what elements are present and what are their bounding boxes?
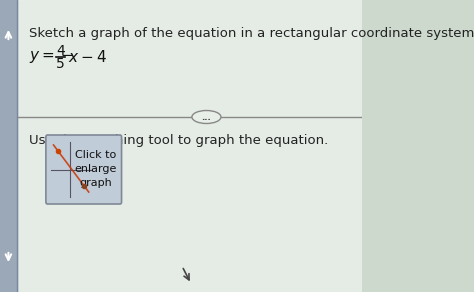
Text: Use the graphing tool to graph the equation.: Use the graphing tool to graph the equat… bbox=[29, 134, 328, 147]
Text: 5: 5 bbox=[56, 57, 65, 71]
Text: $y = -$: $y = -$ bbox=[29, 49, 73, 65]
Text: Click to
enlarge
graph: Click to enlarge graph bbox=[74, 150, 117, 189]
Text: ...: ... bbox=[201, 112, 211, 121]
Text: $x - 4$: $x - 4$ bbox=[68, 49, 107, 65]
FancyBboxPatch shape bbox=[46, 135, 121, 204]
Text: Sketch a graph of the equation in a rectangular coordinate system.: Sketch a graph of the equation in a rect… bbox=[29, 27, 474, 40]
Bar bbox=[0, 0, 17, 292]
Text: 4: 4 bbox=[56, 44, 65, 58]
Ellipse shape bbox=[192, 110, 221, 124]
